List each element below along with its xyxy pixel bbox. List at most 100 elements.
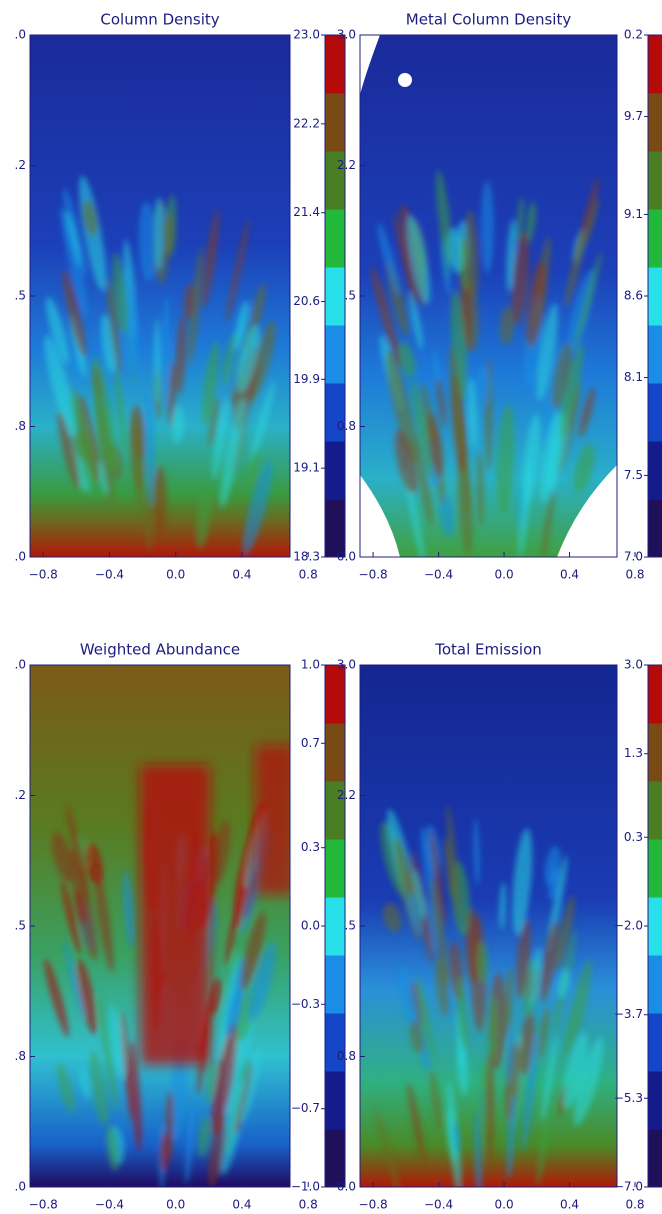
heatmap-image bbox=[30, 665, 290, 1187]
colorbar-band bbox=[325, 897, 345, 956]
flame bbox=[536, 1085, 554, 1187]
y-tick-label: 2.2 bbox=[337, 158, 356, 172]
flame bbox=[120, 1011, 133, 1121]
colorbar-band bbox=[648, 35, 662, 94]
colorbar-tick-label: 7.0 bbox=[624, 550, 643, 564]
flame bbox=[435, 170, 453, 265]
colorbar-band bbox=[648, 781, 662, 840]
x-tick-label: −0.4 bbox=[424, 1198, 453, 1212]
flame bbox=[408, 892, 423, 935]
flame bbox=[516, 196, 524, 244]
x-tick-label: −0.8 bbox=[359, 568, 388, 582]
flame bbox=[446, 804, 460, 920]
heatmap-image bbox=[360, 665, 617, 1187]
colorbar-band bbox=[648, 665, 662, 724]
flame bbox=[499, 881, 507, 930]
y-tick-label: 0.0 bbox=[337, 550, 356, 564]
flame bbox=[122, 871, 135, 948]
flame bbox=[241, 911, 266, 990]
panel: Metal Column Density −0.8 −0.4 0.0 0.4 0.8 3.0… bbox=[337, 11, 662, 582]
flame bbox=[93, 864, 114, 973]
flame bbox=[202, 340, 219, 425]
flame bbox=[249, 380, 275, 468]
x-tick-label: 0.0 bbox=[166, 1198, 185, 1212]
colorbar-tick-label: 7.5 bbox=[624, 468, 643, 482]
flame bbox=[377, 222, 400, 295]
flame bbox=[63, 938, 84, 1019]
colorbar-tick-label: −3.7 bbox=[614, 1007, 643, 1021]
panel-title: Metal Column Density bbox=[406, 11, 572, 29]
flame bbox=[436, 377, 446, 428]
flame bbox=[57, 1062, 75, 1113]
colorbar-band bbox=[325, 383, 345, 442]
x-tick-label: 0.8 bbox=[625, 568, 644, 582]
colorbar-tick-label: −5.3 bbox=[614, 1091, 643, 1105]
flame bbox=[175, 316, 187, 395]
colorbar-band bbox=[325, 665, 345, 724]
flame bbox=[375, 1109, 404, 1187]
colorbar-band bbox=[648, 897, 662, 956]
flame bbox=[474, 1111, 483, 1187]
flame bbox=[449, 345, 464, 453]
flame bbox=[555, 895, 575, 972]
flame bbox=[164, 1090, 175, 1162]
flame bbox=[106, 278, 122, 374]
colorbar-band bbox=[325, 441, 345, 500]
blank-region bbox=[557, 465, 617, 557]
x-tick-label: 0.4 bbox=[560, 1198, 579, 1212]
x-tick-label: −0.4 bbox=[95, 568, 124, 582]
flame bbox=[167, 362, 176, 428]
flame bbox=[383, 902, 402, 933]
flame bbox=[417, 976, 434, 1063]
heatmap-image bbox=[30, 35, 290, 557]
flame bbox=[573, 443, 595, 493]
flame bbox=[239, 1048, 262, 1125]
flame bbox=[506, 1023, 515, 1086]
flame bbox=[536, 303, 558, 401]
flame bbox=[475, 366, 490, 405]
colorbar-tick-label: 8.6 bbox=[624, 289, 643, 303]
image-structure bbox=[370, 170, 602, 557]
colorbar-tick-label: −2.0 bbox=[614, 919, 643, 933]
flame bbox=[516, 919, 531, 999]
flame bbox=[486, 1050, 495, 1165]
y-tick-label: 0.8 bbox=[337, 1049, 356, 1063]
colorbar-tick-label: −7.0 bbox=[614, 1180, 643, 1194]
flame bbox=[70, 387, 98, 502]
y-tick-label: 0.8 bbox=[337, 419, 356, 433]
colorbar-band bbox=[325, 325, 345, 384]
colorbar-band bbox=[325, 267, 345, 326]
flame bbox=[489, 997, 498, 1062]
x-tick-label: 0.4 bbox=[232, 568, 251, 582]
colorbar-band bbox=[325, 955, 345, 1014]
colorbar-band bbox=[325, 723, 345, 782]
flame bbox=[573, 1036, 604, 1127]
flame bbox=[61, 880, 81, 955]
flame bbox=[129, 1040, 142, 1153]
flame bbox=[99, 461, 109, 495]
flame bbox=[529, 946, 541, 1007]
colorbar-band bbox=[648, 1071, 662, 1130]
x-tick-label: 0.0 bbox=[495, 1198, 514, 1212]
flame bbox=[413, 434, 433, 527]
flame bbox=[394, 429, 418, 495]
colorbar-band bbox=[325, 1129, 345, 1188]
y-tick-label: .5 bbox=[345, 919, 356, 933]
colorbar-band bbox=[648, 209, 662, 268]
colorbar-band bbox=[648, 723, 662, 782]
blank-region bbox=[398, 73, 412, 87]
image-structure bbox=[44, 175, 276, 556]
flame bbox=[183, 283, 195, 321]
flame bbox=[217, 950, 240, 1059]
flame bbox=[89, 1051, 108, 1126]
y-tick-label: .5 bbox=[15, 919, 26, 933]
y-tick-label: .0 bbox=[15, 1180, 26, 1194]
colorbar-band bbox=[325, 839, 345, 898]
flame bbox=[219, 397, 246, 508]
colorbar-tick-label: 0.2 bbox=[624, 28, 643, 42]
colorbar-band bbox=[648, 383, 662, 442]
colorbar-band bbox=[325, 499, 345, 558]
y-tick-label: .0 bbox=[15, 658, 26, 672]
flame bbox=[506, 1094, 517, 1180]
colorbar: 3.0 1.3 0.3 −2.0 −3.7 −5.3 −7.0 bbox=[614, 658, 662, 1194]
